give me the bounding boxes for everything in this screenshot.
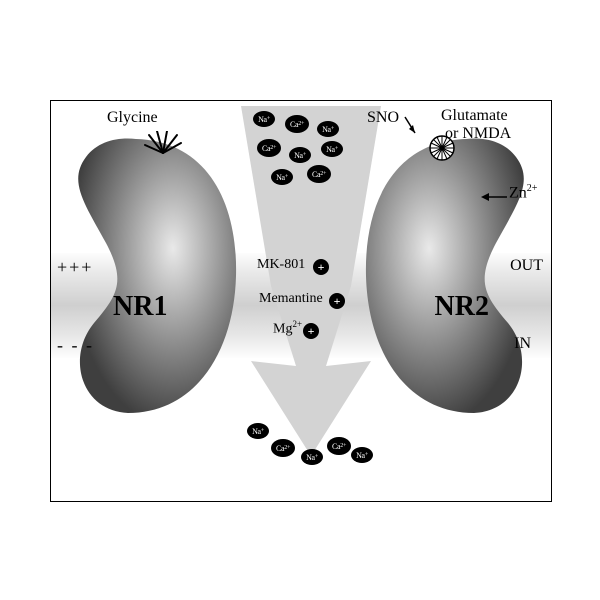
na-ion: Na+	[321, 141, 343, 157]
diagram-panel: NR1 NR2 +++ - - - OUT IN Glycine SNO	[50, 100, 552, 502]
diagram-stage: NR1 NR2 +++ - - - OUT IN Glycine SNO	[0, 0, 600, 600]
glutamate-label2: or NMDA	[445, 125, 511, 143]
zn-label: Zn2+	[509, 183, 537, 202]
na-ion: Na+	[271, 169, 293, 185]
charge-plus: +++	[57, 257, 93, 278]
memantine-label: Memantine	[259, 291, 323, 307]
ca-ion: Ca2+	[327, 437, 351, 455]
na-ion: Na+	[289, 147, 311, 163]
na-ion: Na+	[301, 449, 323, 465]
mk801-label: MK-801	[257, 257, 305, 273]
memantine-site	[329, 293, 345, 309]
nr1-label: NR1	[113, 291, 167, 323]
ca-ion: Ca2+	[257, 139, 281, 157]
ca-ion: Ca2+	[271, 439, 295, 457]
na-ion: Na+	[351, 447, 373, 463]
ca-ion: Ca2+	[285, 115, 309, 133]
mg-label: Mg2+	[273, 319, 302, 338]
sno-arrow-icon	[401, 115, 421, 141]
na-ion: Na+	[247, 423, 269, 439]
glutamate-label1: Glutamate	[441, 107, 508, 125]
zn-arrow-icon	[481, 189, 507, 205]
charge-minus: - - -	[57, 335, 94, 356]
flow-arrow	[221, 106, 401, 456]
glycine-site-icon	[143, 131, 183, 161]
mk801-site	[313, 259, 329, 275]
na-ion: Na+	[317, 121, 339, 137]
glycine-label: Glycine	[107, 109, 158, 127]
nr2-label: NR2	[435, 291, 489, 323]
in-label: IN	[514, 335, 531, 353]
na-ion: Na+	[253, 111, 275, 127]
sno-label: SNO	[367, 109, 399, 127]
mg-site	[303, 323, 319, 339]
out-label: OUT	[510, 257, 543, 275]
ca-ion: Ca2+	[307, 165, 331, 183]
